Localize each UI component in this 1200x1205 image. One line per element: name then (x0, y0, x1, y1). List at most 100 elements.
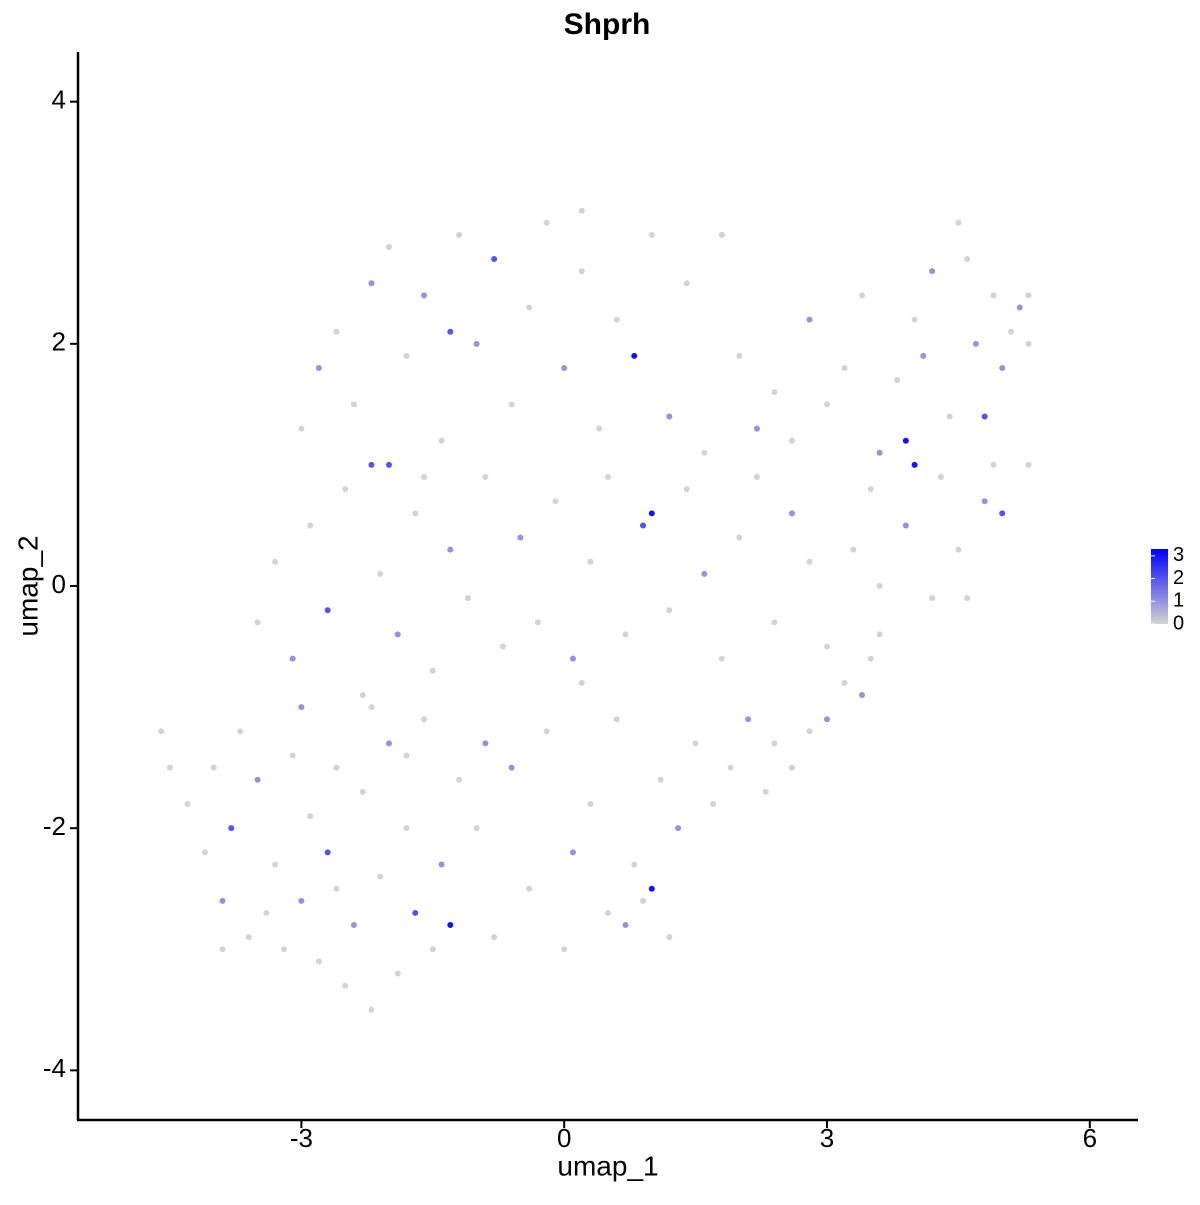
cell-point (421, 292, 428, 299)
cell-point (210, 764, 217, 771)
cell-point (771, 389, 778, 396)
cell-point (640, 897, 647, 904)
cell-point (648, 510, 655, 517)
cell-point (631, 861, 638, 868)
cell-point (859, 691, 866, 698)
colorbar-tick-label: 1 (1173, 590, 1184, 612)
cell-point (272, 861, 279, 868)
cell-point (1016, 304, 1023, 311)
cell-point (254, 619, 261, 626)
cell-point (937, 474, 944, 481)
cell-point (1025, 461, 1032, 468)
cell-point (350, 401, 357, 408)
x-tick-label: 3 (820, 1123, 834, 1153)
cell-point (788, 437, 795, 444)
cell-point (245, 934, 252, 941)
cell-point (955, 546, 962, 553)
cell-point (394, 631, 401, 638)
cell-point (622, 922, 629, 929)
cell-point (482, 740, 489, 747)
x-tick-label: 0 (557, 1123, 571, 1153)
cell-point (727, 764, 734, 771)
chart-title: Shprh (564, 8, 651, 41)
cell-point (403, 752, 410, 759)
cell-point (587, 800, 594, 807)
cell-point (298, 704, 305, 711)
cell-point (333, 885, 340, 892)
cell-point (456, 776, 463, 783)
cell-point (368, 280, 375, 287)
cell-point (280, 946, 287, 953)
cell-point (894, 377, 901, 384)
cell-point (824, 401, 831, 408)
cell-point (911, 461, 918, 468)
cell-point (911, 316, 918, 323)
cell-point (377, 570, 384, 577)
cell-point (491, 256, 498, 263)
cell-point (464, 595, 471, 602)
cell-point (876, 631, 883, 638)
cell-point (578, 679, 585, 686)
cell-point (692, 740, 699, 747)
cell-point (403, 825, 410, 832)
cell-point (964, 256, 971, 263)
cell-point (289, 752, 296, 759)
cell-point (543, 728, 550, 735)
cell-point (298, 897, 305, 904)
cell-point (981, 498, 988, 505)
cell-point (631, 352, 638, 359)
cell-point (543, 219, 550, 226)
cell-point (666, 934, 673, 941)
cell-point (771, 619, 778, 626)
cell-point (569, 655, 576, 662)
cell-point (447, 546, 454, 553)
cell-point (473, 825, 480, 832)
cell-point (421, 474, 428, 481)
cell-point (403, 352, 410, 359)
cell-point (683, 280, 690, 287)
cell-point (666, 607, 673, 614)
cell-point (648, 231, 655, 238)
cell-point (298, 425, 305, 432)
cell-point (806, 728, 813, 735)
cell-point (447, 328, 454, 335)
y-tick-label: 2 (52, 327, 66, 357)
cell-point (999, 510, 1006, 517)
cell-point (368, 461, 375, 468)
cell-point (596, 425, 603, 432)
cell-point (806, 558, 813, 565)
y-tick-label: 4 (52, 85, 66, 115)
cell-point (385, 461, 392, 468)
cell-point (964, 595, 971, 602)
cell-point (850, 546, 857, 553)
y-tick-label: -2 (43, 811, 66, 841)
cell-point (710, 800, 717, 807)
cell-point (753, 425, 760, 432)
cell-point (219, 897, 226, 904)
cell-point (421, 716, 428, 723)
cell-point (946, 413, 953, 420)
cell-point (613, 316, 620, 323)
cell-point (955, 219, 962, 226)
cell-point (806, 316, 813, 323)
cell-point (526, 885, 533, 892)
cell-point (254, 776, 261, 783)
colorbar-tick-label: 2 (1173, 567, 1184, 589)
cell-point (429, 946, 436, 953)
cell-point (394, 970, 401, 977)
cell-point (736, 534, 743, 541)
cell-point (272, 558, 279, 565)
cell-point (202, 849, 209, 856)
cell-point (438, 861, 445, 868)
cell-point (657, 776, 664, 783)
cell-point (718, 231, 725, 238)
colorbar (1151, 549, 1168, 624)
cell-point (342, 982, 349, 989)
cell-point (368, 704, 375, 711)
cell-point (824, 716, 831, 723)
y-tick-label: 0 (52, 569, 66, 599)
cell-point (447, 922, 454, 929)
cell-point (1007, 328, 1014, 335)
cell-point (499, 643, 506, 650)
